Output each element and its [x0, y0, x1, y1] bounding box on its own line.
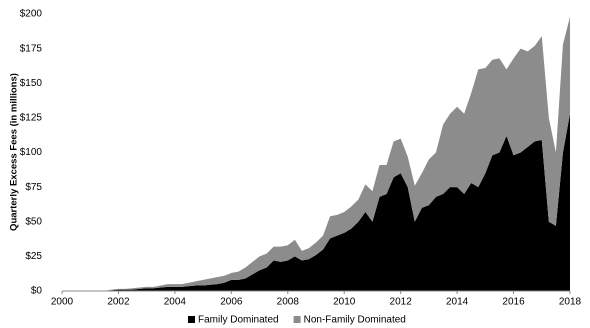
y-tick-label: $75 — [25, 182, 42, 193]
x-tick-label: 2006 — [220, 297, 243, 308]
y-tick-label: $150 — [20, 78, 43, 89]
x-tick-label: 2016 — [502, 297, 525, 308]
x-tick-label: 2018 — [559, 297, 582, 308]
y-tick-label: $25 — [25, 251, 42, 262]
y-axis-title: Quarterly Excess Fees (in millions) — [9, 73, 20, 231]
y-tick-label: $175 — [20, 43, 43, 54]
x-tick-label: 2012 — [390, 297, 413, 308]
x-tick-label: 2008 — [277, 297, 300, 308]
y-tick-label: $50 — [25, 216, 42, 227]
x-tick-label: 2004 — [164, 297, 187, 308]
x-tick-label: 2014 — [446, 297, 469, 308]
area — [62, 113, 570, 291]
y-tick-label: $100 — [20, 147, 43, 158]
legend-label: Non-Family Dominated — [304, 315, 406, 326]
legend-label: Family Dominated — [198, 315, 279, 326]
x-tick-label: 2002 — [107, 297, 130, 308]
y-tick-label: $0 — [31, 286, 43, 297]
x-tick-label: 2010 — [333, 297, 356, 308]
legend-swatch — [188, 316, 195, 323]
y-tick-label: $200 — [20, 9, 43, 20]
area — [62, 16, 570, 292]
x-tick-label: 2000 — [51, 297, 74, 308]
legend-swatch — [293, 316, 301, 323]
y-tick-label: $125 — [20, 113, 43, 124]
